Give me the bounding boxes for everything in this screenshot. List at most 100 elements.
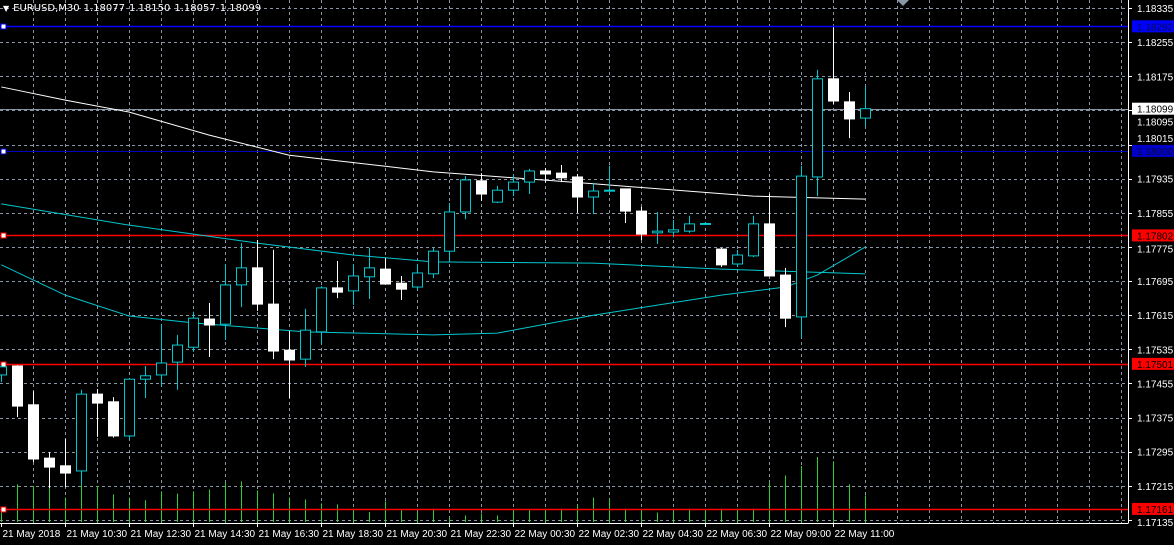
candle-bull[interactable] [140, 375, 151, 380]
price-label-red-box [1132, 229, 1174, 242]
candle-bear[interactable] [204, 318, 215, 326]
candle-bull[interactable] [220, 284, 231, 325]
candle-bear[interactable] [284, 349, 295, 361]
candle-bear[interactable] [28, 404, 39, 460]
candle-bear[interactable] [716, 248, 727, 266]
time-tick-label: 21 May 10:30 [67, 529, 128, 540]
candle-bull[interactable] [604, 189, 615, 192]
time-tick-label: 21 May 16:30 [259, 529, 320, 540]
line-handle[interactable] [0, 232, 7, 239]
time-tick-label: 22 May 09:00 [771, 529, 832, 540]
candle-bull[interactable] [796, 175, 807, 318]
time-tick-label: 22 May 11:00 [835, 529, 895, 540]
low-value: 1.18057 [174, 3, 216, 14]
price-tick-label: 1.17455 [1137, 379, 1174, 390]
time-tick-label: 21 May 14:30 [195, 529, 256, 540]
candle-bull[interactable] [428, 250, 439, 275]
candle-bull[interactable] [732, 254, 743, 265]
candle-bear[interactable] [556, 172, 567, 179]
time-tick-label: 21 May 12:30 [131, 529, 192, 540]
candle-bear[interactable] [476, 180, 487, 195]
candle-bull[interactable] [188, 317, 199, 348]
candle-bear[interactable] [396, 282, 407, 290]
price-label-blue: 1.18292 [1137, 22, 1174, 33]
price-tick-label: 1.17135 [1137, 518, 1174, 529]
high-value: 1.18150 [129, 3, 171, 14]
candle-bull[interactable] [652, 230, 663, 234]
price-tick-label: 1.17695 [1137, 277, 1174, 288]
candle-bear[interactable] [636, 210, 647, 235]
candle-bull[interactable] [316, 287, 327, 333]
candle-bear[interactable] [332, 287, 343, 293]
price-label-red: 1.17802 [1137, 231, 1174, 242]
candle-bull[interactable] [124, 378, 135, 437]
candle-bear[interactable] [108, 401, 119, 437]
candle-bull[interactable] [444, 211, 455, 252]
candle-bull[interactable] [76, 393, 87, 472]
candle-bull[interactable] [0, 366, 7, 376]
triangle-down-icon[interactable]: ▼ [3, 4, 10, 13]
price-label-red-box [1132, 357, 1174, 370]
candle-bull[interactable] [748, 223, 759, 257]
candle-bull[interactable] [508, 181, 519, 191]
price-label-dark_blue: 1.18000 [1137, 147, 1174, 158]
candle-bull[interactable] [812, 78, 823, 178]
candle-bull[interactable] [860, 108, 871, 119]
price-tick-label: 1.17775 [1137, 244, 1174, 255]
candle-bear[interactable] [764, 223, 775, 277]
candle-bull[interactable] [588, 190, 599, 198]
price-tick-label: 1.18015 [1137, 134, 1174, 145]
time-tick-label: 22 May 00:30 [515, 529, 576, 540]
candle-bull[interactable] [700, 222, 711, 225]
candle-bear[interactable] [252, 267, 263, 305]
candle-bull[interactable] [492, 189, 503, 203]
price-tick-label: 1.18175 [1137, 72, 1174, 83]
candle-bull[interactable] [236, 267, 247, 286]
candle-bear[interactable] [268, 303, 279, 352]
candle-bear[interactable] [572, 176, 583, 198]
moving-average-slow [1, 86, 866, 200]
candle-bear[interactable] [620, 188, 631, 212]
candle-bull[interactable] [412, 272, 423, 288]
candle-bear[interactable] [60, 465, 71, 474]
line-handle[interactable] [0, 148, 7, 155]
line-handle[interactable] [0, 23, 7, 30]
close-value: 1.18099 [219, 3, 262, 14]
price-tick-label: 1.18095 [1137, 118, 1174, 129]
price-tick-label: 1.17535 [1137, 345, 1174, 356]
candle-bull[interactable] [460, 179, 471, 213]
bid-price-label: 1.18099 [1137, 105, 1174, 116]
candle-bull[interactable] [348, 275, 359, 292]
chart-shift-triangle-icon[interactable] [897, 0, 909, 6]
time-tick-label: 21 May 2018 [3, 529, 61, 540]
candle-bear[interactable] [828, 78, 839, 102]
candle-bear[interactable] [92, 393, 103, 404]
price-axis-background [1128, 0, 1174, 545]
candle-bear[interactable] [844, 101, 855, 120]
time-tick-label: 21 May 20:30 [387, 529, 448, 540]
price-tick-label: 1.17215 [1137, 482, 1174, 493]
candle-bull[interactable] [172, 344, 183, 363]
price-label-red-box [1132, 502, 1174, 515]
candle-bull[interactable] [684, 223, 695, 232]
candle-bull[interactable] [364, 267, 375, 278]
time-tick-label: 22 May 02:30 [579, 529, 640, 540]
price-tick-label: 1.17375 [1137, 414, 1174, 425]
candle-bull[interactable] [300, 329, 311, 360]
candle-bear[interactable] [44, 457, 55, 468]
price-label-red: 1.17501 [1137, 360, 1174, 371]
candle-bull[interactable] [524, 170, 535, 183]
bid-price-label-box [1132, 102, 1174, 115]
price-tick-label: 1.17295 [1137, 448, 1174, 459]
candle-bear[interactable] [540, 170, 551, 175]
candle-bull[interactable] [156, 362, 167, 376]
time-tick-label: 22 May 06:30 [707, 529, 768, 540]
line-handle[interactable] [0, 506, 7, 513]
candle-bear[interactable] [12, 365, 23, 407]
price-tick-label: 1.17615 [1137, 311, 1174, 322]
candle-bear[interactable] [380, 268, 391, 285]
time-tick-label: 22 May 04:30 [643, 529, 704, 540]
candle-bull[interactable] [668, 229, 679, 233]
candle-bear[interactable] [780, 274, 791, 319]
